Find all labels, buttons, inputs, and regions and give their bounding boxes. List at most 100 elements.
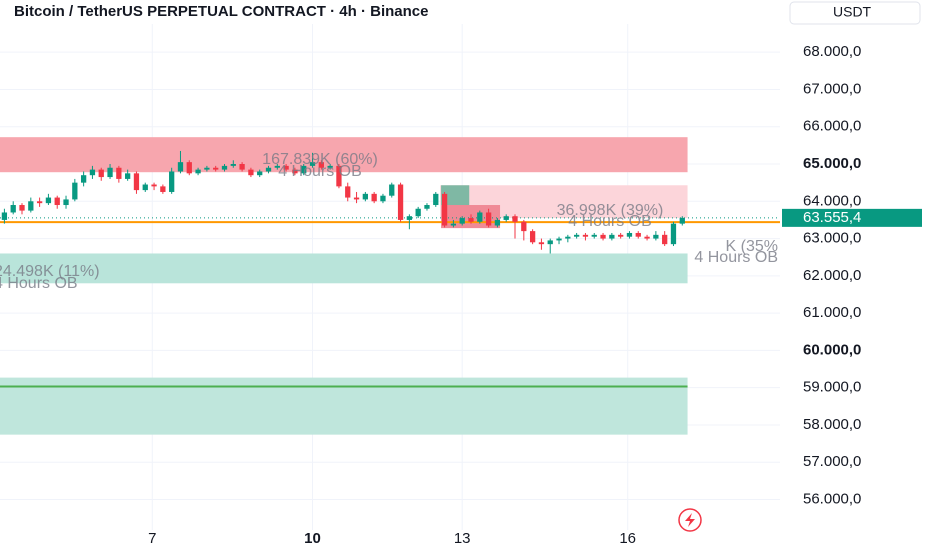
zone-label: 167.839K (60%) xyxy=(262,151,378,168)
candle-body xyxy=(521,221,527,232)
candle-body xyxy=(36,201,43,204)
candle-body xyxy=(230,164,236,166)
candle-body xyxy=(582,234,589,237)
candle-body xyxy=(424,205,430,209)
order-block-zone xyxy=(441,185,470,206)
candle-body xyxy=(19,205,25,211)
candle-body xyxy=(248,169,254,176)
y-tick-label: 60.000,0 xyxy=(803,341,861,358)
candle-body xyxy=(459,218,465,224)
candle-body xyxy=(204,167,210,170)
candle-body xyxy=(389,184,395,196)
zone-label: 36.998K (39%) xyxy=(557,202,664,219)
price-tag xyxy=(782,208,922,227)
x-tick-label: 7 xyxy=(148,530,156,547)
x-tick-label: 13 xyxy=(454,530,471,547)
y-tick-label: 62.000,0 xyxy=(803,267,861,284)
order-block-zone xyxy=(0,137,688,173)
candle-body xyxy=(292,169,298,174)
candle-body xyxy=(10,205,16,213)
candle-body xyxy=(80,175,87,183)
candle-body xyxy=(397,184,404,220)
candle-body xyxy=(670,223,677,245)
candle-body xyxy=(503,216,509,220)
candle-body xyxy=(415,208,421,217)
candle-body xyxy=(371,193,377,202)
candle-body xyxy=(591,234,597,237)
candle-body xyxy=(318,162,324,168)
zone-label: 4 Hours OB xyxy=(0,275,78,292)
candle-body xyxy=(213,167,219,170)
candle-body xyxy=(151,184,157,187)
y-tick-label: 56.000,0 xyxy=(803,490,861,507)
currency-button[interactable] xyxy=(789,1,921,25)
candle-body xyxy=(600,234,606,239)
zone-label: 4 Hours OB xyxy=(568,213,652,230)
candle-body xyxy=(160,186,166,192)
candle-body xyxy=(98,169,104,178)
candle-body xyxy=(125,173,131,179)
annotation: 4 Hours OB xyxy=(694,249,778,266)
candle-body xyxy=(89,169,96,176)
candle-body xyxy=(54,197,60,206)
chart-title: Bitcoin / TetherUS PERPETUAL CONTRACT · … xyxy=(14,3,428,20)
candle-body xyxy=(662,234,668,245)
candle-body xyxy=(485,212,492,226)
candle-body xyxy=(529,231,536,243)
annotation: K (35% xyxy=(726,238,778,255)
candle-body xyxy=(573,234,580,237)
candle-body xyxy=(301,165,307,174)
y-tick-label: 66.000,0 xyxy=(803,118,861,135)
candle-body xyxy=(362,193,368,200)
candle-body xyxy=(353,197,360,200)
y-tick-label: 59.000,0 xyxy=(803,379,861,396)
candle-body xyxy=(635,232,641,237)
candle-body xyxy=(468,218,474,222)
y-tick-label: 57.000,0 xyxy=(803,453,861,470)
candle-body xyxy=(72,182,78,200)
candle-body xyxy=(380,195,386,202)
candle-body xyxy=(653,234,659,239)
y-tick-label: 61.000,0 xyxy=(803,304,861,321)
candle-body xyxy=(512,216,518,222)
alert-bolt xyxy=(685,513,695,527)
candle-body xyxy=(406,216,413,220)
x-tick-label: 16 xyxy=(619,530,636,547)
candle-body xyxy=(450,223,457,226)
candle-body xyxy=(45,197,52,204)
candle-body xyxy=(644,236,650,239)
candle-body xyxy=(565,236,571,239)
candle-body xyxy=(107,167,113,178)
candle-body xyxy=(626,232,633,237)
candle-body xyxy=(679,217,685,224)
zone-label: 24.498K (11%) xyxy=(0,263,100,280)
order-block-zone xyxy=(0,253,688,284)
candle-body xyxy=(433,193,439,206)
candle-body xyxy=(142,184,148,191)
candle-body xyxy=(609,234,615,239)
candle-body xyxy=(477,212,483,222)
candle-body xyxy=(556,238,562,241)
zone-label: 4 Hours OB xyxy=(278,163,362,180)
candle-body xyxy=(221,165,228,170)
y-tick-label: 58.000,0 xyxy=(803,416,861,433)
candle-body xyxy=(28,201,34,211)
price-tag-label: 63.555,4 xyxy=(803,209,861,226)
y-tick-label: 65.000,0 xyxy=(803,155,861,172)
candle-body xyxy=(336,165,342,187)
y-tick-label: 64.000,0 xyxy=(803,192,861,209)
candle-body xyxy=(283,165,289,170)
candle-body xyxy=(239,164,245,170)
currency-label[interactable]: USDT xyxy=(833,4,872,20)
candle-body xyxy=(547,240,553,245)
y-tick-label: 68.000,0 xyxy=(803,43,861,60)
candle-body xyxy=(63,199,69,206)
candle-body xyxy=(538,242,545,245)
title-bar xyxy=(0,0,780,24)
candle-body xyxy=(177,162,184,172)
candle-body xyxy=(195,169,201,174)
candle-body xyxy=(133,173,140,191)
candle-body xyxy=(274,165,280,168)
